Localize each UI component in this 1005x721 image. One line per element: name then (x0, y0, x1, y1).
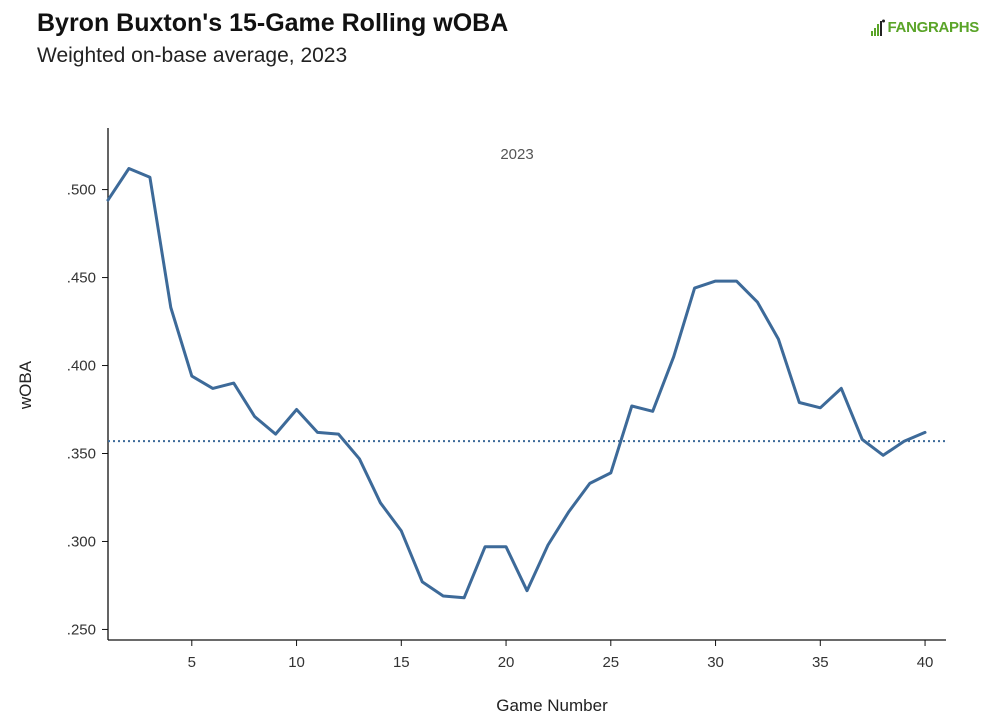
y-tick-label: .500 (67, 182, 96, 199)
x-tick-label: 40 (917, 654, 934, 671)
x-tick-label: 10 (288, 654, 305, 671)
y-tick-label: .400 (67, 358, 96, 375)
x-tick-label: 35 (812, 654, 829, 671)
y-tick-label: .350 (67, 445, 96, 462)
y-tick-label: .250 (67, 621, 96, 638)
y-axis-title: wOBA (16, 360, 35, 410)
x-tick-label: 30 (707, 654, 724, 671)
panel-label: 2023 (500, 146, 533, 163)
chart-title: Byron Buxton's 15-Game Rolling wOBA (37, 9, 509, 37)
x-axis-title: Game Number (496, 696, 608, 715)
x-tick-label: 20 (498, 654, 515, 671)
y-tick-label: .300 (67, 533, 96, 550)
series-line (106, 167, 927, 600)
x-tick-label: 25 (602, 654, 619, 671)
chart-subtitle: Weighted on-base average, 2023 (37, 44, 348, 67)
y-axis: .250 .300 .350 .400 .450 .500 (67, 128, 109, 640)
x-tick-label: 15 (393, 654, 410, 671)
y-tick-label: .450 (67, 270, 96, 287)
logo-text: FANGRAPHS (887, 19, 980, 36)
fangraphs-logo-icon (870, 19, 885, 36)
x-axis: 5 10 15 20 25 30 35 40 (108, 639, 946, 671)
fangraphs-logo: FANGRAPHS (870, 19, 980, 36)
x-tick-label: 5 (188, 654, 196, 671)
